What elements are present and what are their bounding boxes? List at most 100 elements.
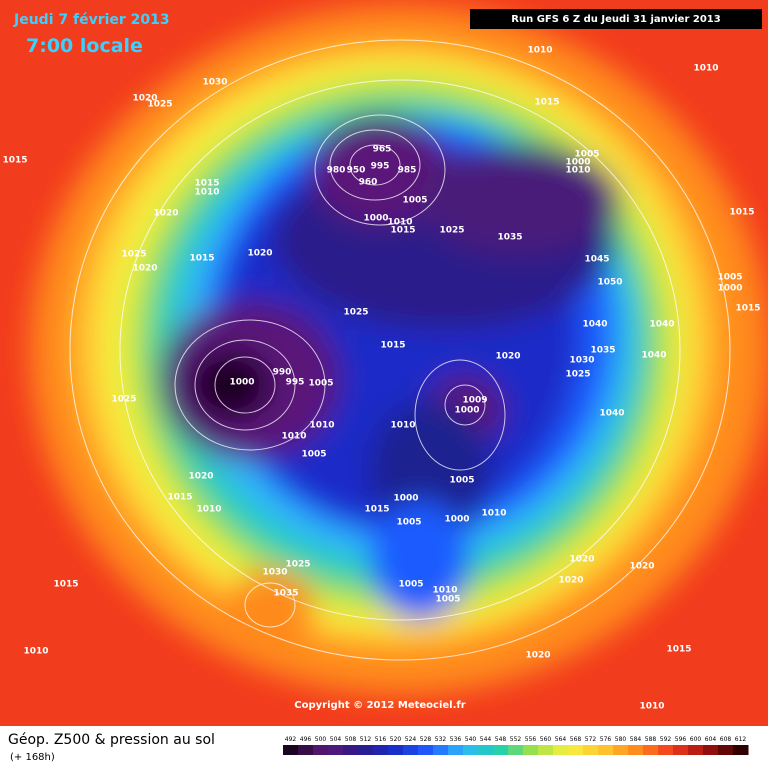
isobar-label: 1005 [449,476,474,486]
run-box [470,9,762,29]
isobar-label: 1005 [301,450,326,460]
isobar-label: 995 [286,378,305,388]
legend-swatch [703,745,719,755]
isobar-label: 1020 [132,94,157,104]
isobar-label: 1010 [639,702,664,712]
isobar-label: 1035 [590,346,615,356]
isobar-label: 1000 [393,494,418,504]
isobar-label: 1010 [565,166,590,176]
valid-date: Jeudi 7 février 2013 [13,12,170,28]
legend-swatch [283,745,299,755]
legend-swatch [388,745,404,755]
legend-label: 608 [720,736,732,743]
isobar-label: 1005 [402,196,427,206]
legend-label: 588 [645,736,657,743]
isobar-label: 1000 [229,378,254,388]
legend-label: 504 [330,736,342,743]
legend-label: 596 [675,736,687,743]
isobar-label: 1050 [597,278,622,288]
legend-swatch [538,745,554,755]
legend-label: 572 [585,736,597,743]
isobar-label: 1005 [717,273,742,283]
legend-swatch [298,745,314,755]
isobar-label: 1010 [390,421,415,431]
legend-swatch [448,745,464,755]
isobar-label: 1010 [309,421,334,431]
isobar-label: 1025 [111,395,136,405]
legend-swatch [598,745,614,755]
legend-swatch [583,745,599,755]
footer-title: Géop. Z500 & pression au sol [8,732,215,748]
isobar-label: 1040 [641,351,666,361]
isobar-label: 1010 [196,505,221,515]
isobar-label: 1000 [565,158,590,168]
isobar-label: 1010 [432,586,457,596]
isobar-label: 1000 [717,284,742,294]
geopotential-field [30,5,768,695]
run-info: Run GFS 6 Z du Jeudi 31 janvier 2013 [511,14,720,25]
isobar-label: 1025 [121,250,146,260]
isobar-label: 1025 [343,308,368,318]
legend-label: 552 [510,736,522,743]
isobar-label: 1000 [444,515,469,525]
legend-label: 556 [525,736,537,743]
legend-swatch [733,745,749,755]
isobar-label: 1010 [281,432,306,442]
isobar-label: 1015 [189,254,214,264]
legend-label: 548 [495,736,507,743]
footer-lead: (+ 168h) [10,752,55,763]
legend-label: 528 [420,736,432,743]
isobar-label: 1015 [666,645,691,655]
legend-label: 568 [570,736,582,743]
legend-label: 564 [555,736,567,743]
legend-swatch [343,745,359,755]
legend-swatch [463,745,479,755]
legend-swatch [313,745,329,755]
copyright: Copyright © 2012 Meteociel.fr [294,700,465,711]
legend-label: 520 [390,736,402,743]
legend-swatch [478,745,494,755]
isobar-label: 1015 [194,179,219,189]
legend-label: 544 [480,736,492,743]
isobar-label: 1040 [599,409,624,419]
isobar-label: 1015 [2,156,27,166]
isobar-label: 1010 [23,647,48,657]
isobar-label: 1010 [481,509,506,519]
legend-label: 532 [435,736,447,743]
isobar-label: 1045 [584,255,609,265]
isobar-label: 1020 [558,576,583,586]
isobar-label: 1020 [188,472,213,482]
isobar-label: 1020 [247,249,272,259]
isobar-label: 1010 [527,46,552,56]
isobar-label: 1015 [167,493,192,503]
isobar-label: 985 [398,166,417,176]
isobar-label: 1010 [693,64,718,74]
legend-swatch [688,745,704,755]
isobar-label: 965 [373,145,392,155]
isobar-label: 1030 [202,78,227,88]
legend-swatch [403,745,419,755]
legend-swatch [718,745,734,755]
isobar-label: 1005 [396,518,421,528]
legend-label: 524 [405,736,417,743]
legend: 492 496 500 504 508 512 516 520 524 528 532 536 540 5… [283,736,749,755]
legend-label: 536 [450,736,462,743]
isobar-label: 1030 [569,356,594,366]
legend-label: 496 [300,736,312,743]
isobar-label: 1020 [629,562,654,572]
isobar-label: 1025 [439,226,464,236]
isobar-label: 1025 [147,100,172,110]
isobar-label: 1035 [273,589,298,599]
legend-label: 592 [660,736,672,743]
isobar-label: 1005 [574,150,599,160]
legend-swatch [568,745,584,755]
legend-label: 540 [465,736,477,743]
legend-swatch [658,745,674,755]
isobar-label: 1005 [435,595,460,605]
legend-label: 604 [705,736,717,743]
isobar-label: 1000 [363,214,388,224]
legend-label: 500 [315,736,327,743]
legend-swatch [508,745,524,755]
